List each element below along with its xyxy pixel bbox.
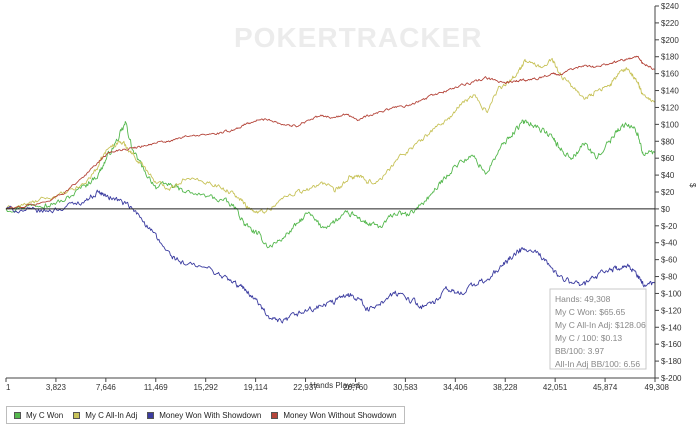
legend-label: Money Won Without Showdown (283, 410, 397, 420)
y-tick-label: $180 (661, 53, 679, 62)
tooltip-line: All-In Adj BB/100: 6.56 (555, 359, 640, 369)
tooltip-box (549, 288, 647, 370)
legend-swatch (147, 411, 155, 419)
y-tick-label: $100 (661, 120, 679, 129)
x-tick-label: 34,406 (443, 383, 468, 392)
y-tick-label: $80 (661, 137, 675, 146)
y-tick-label: $140 (661, 87, 679, 96)
series-line-0 (5, 119, 656, 249)
x-tick-label: 1 (6, 383, 11, 392)
y-tick-label: $-180 (661, 357, 682, 366)
x-axis-title: Hands Played (310, 381, 360, 390)
x-tick-label: 11,469 (144, 383, 168, 392)
legend: My C Won My C All-In Adj Money Won With … (6, 406, 405, 424)
x-tick-label: 38,228 (493, 383, 518, 392)
watermark: POKERTRACKER (234, 22, 482, 53)
x-tick-label: 26,760 (343, 383, 368, 392)
y-tick-label: $-120 (661, 306, 682, 315)
tooltip-line: Hands: 49,308 (555, 294, 611, 304)
series-line-3 (5, 55, 656, 210)
legend-label: My C All-In Adj (85, 410, 138, 420)
x-tick-label: 42,051 (543, 383, 568, 392)
tooltip-line: My C Won: $65.65 (555, 307, 626, 317)
legend-swatch (14, 411, 21, 419)
legend-item-all-in-adj[interactable]: My C All-In Adj (68, 407, 142, 423)
y-tick-label: $60 (661, 154, 675, 163)
legend-item-without-showdown[interactable]: Money Won Without Showdown (266, 407, 401, 423)
y-tick-label: $160 (661, 70, 679, 79)
legend-label: My C Won (26, 410, 64, 420)
y-tick-label: $20 (661, 188, 675, 197)
y-tick-label: $0 (661, 205, 670, 214)
tooltip-line: My C All-In Adj: $128.06 (555, 320, 646, 330)
y-tick-label: $-200 (661, 374, 682, 383)
x-tick-label: 45,874 (593, 383, 618, 392)
x-tick-label: 15,292 (193, 383, 218, 392)
y-tick-label: $-80 (661, 273, 678, 282)
series-line-1 (5, 57, 656, 214)
series-line-2 (5, 189, 656, 324)
y-tick-label: $-20 (661, 222, 678, 231)
y-tick-label: $-60 (661, 256, 678, 265)
y-tick-label: $-100 (661, 289, 682, 298)
legend-item-my-c-won[interactable]: My C Won (9, 407, 68, 423)
legend-item-with-showdown[interactable]: Money Won With Showdown (142, 407, 266, 423)
tooltip-line: My C / 100: $0.13 (555, 333, 622, 343)
y-tick-label: $240 (661, 2, 679, 11)
y-tick-label: $-40 (661, 239, 678, 248)
y-axis-title: $ (688, 183, 697, 188)
tooltip-line: BB/100: 3.97 (555, 346, 604, 356)
legend-swatch (73, 411, 81, 419)
y-tick-label: $40 (661, 171, 675, 180)
x-tick-label: 22,937 (293, 383, 318, 392)
y-tick-label: $220 (661, 19, 679, 28)
y-tick-label: $-160 (661, 340, 682, 349)
x-tick-label: 49,308 (645, 383, 670, 392)
series-lines (5, 55, 656, 324)
x-tick-label: 3,823 (46, 383, 67, 392)
axes: $240 $220 $200 $180 $160 $140 $120 $100 $80 $60 $4… (5, 2, 682, 392)
x-tick-label: 19,114 (244, 383, 268, 392)
y-tick-label: $200 (661, 36, 679, 45)
y-tick-label: $120 (661, 103, 679, 112)
tooltip: Hands: 49,308 My C Won: $65.65 My C All-… (549, 288, 647, 370)
x-tick-label: 30,583 (393, 383, 418, 392)
y-tick-label: $-140 (661, 323, 682, 332)
legend-label: Money Won With Showdown (159, 410, 262, 420)
x-tick-label: 7,646 (96, 383, 117, 392)
legend-swatch (271, 411, 279, 419)
